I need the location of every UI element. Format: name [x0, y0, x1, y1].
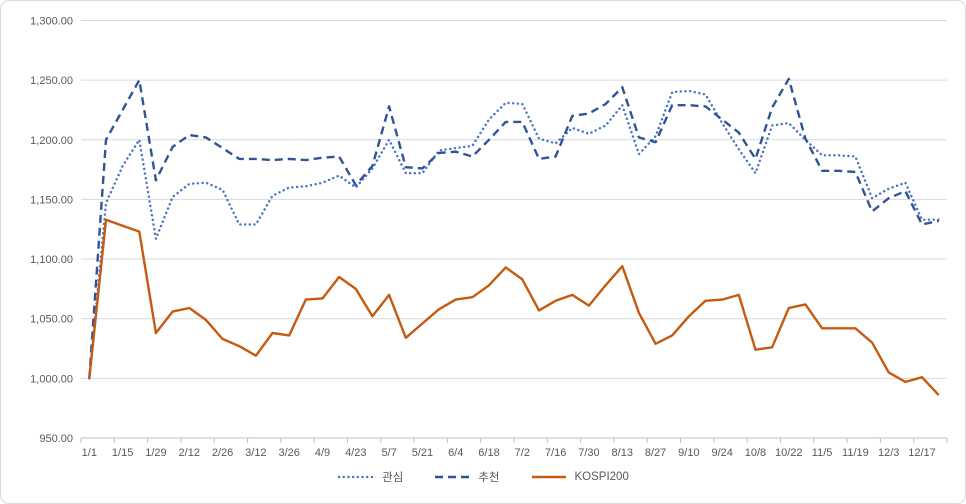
x-axis-label: 8/13 — [612, 447, 633, 459]
legend-label-kospi200: KOSPI200 — [574, 471, 629, 483]
x-axis-label: 12/17 — [908, 447, 936, 459]
legend-item-recommend: 추천 — [433, 469, 500, 485]
x-axis-label: 2/26 — [212, 447, 233, 459]
x-axis-label: 11/5 — [812, 447, 833, 459]
x-axis-label: 4/23 — [345, 447, 366, 459]
x-axis-label: 12/3 — [878, 447, 899, 459]
x-axis-label: 7/2 — [515, 447, 530, 459]
x-axis-label: 8/27 — [645, 447, 666, 459]
chart-legend: 관심 추천 KOSPI200 — [1, 469, 965, 485]
x-axis-label: 1/1 — [82, 447, 97, 459]
series-line-recommend — [88, 77, 939, 379]
x-axis-label: 10/22 — [775, 447, 803, 459]
x-axis-label: 3/26 — [278, 447, 299, 459]
x-axis-label: 9/24 — [711, 447, 732, 459]
x-axis-label: 7/30 — [578, 447, 599, 459]
x-axis-label: 4/9 — [315, 447, 330, 459]
x-axis-label: 6/4 — [448, 447, 463, 459]
y-axis-label: 1,150.00 — [30, 194, 73, 206]
x-axis-label: 1/15 — [112, 447, 133, 459]
legend-swatch-dashed-icon — [435, 475, 470, 479]
legend-item-interest: 관심 — [337, 469, 403, 485]
x-axis-label: 7/16 — [545, 447, 566, 459]
x-axis-label: 5/7 — [381, 447, 396, 459]
x-axis-label: 6/18 — [478, 447, 499, 459]
series-line-interest — [88, 89, 940, 380]
legend-item-kospi200: KOSPI200 — [530, 471, 629, 483]
x-axis-label: 9/10 — [678, 447, 699, 459]
y-axis-label: 1,300.00 — [30, 16, 73, 28]
y-axis-label: 950.00 — [39, 433, 73, 445]
x-axis-label: 10/8 — [745, 447, 766, 459]
y-axis-label: 1,000.00 — [30, 373, 73, 385]
x-axis-label: 11/19 — [842, 447, 869, 459]
y-axis-label: 1,250.00 — [30, 75, 73, 87]
x-axis-label: 2/12 — [179, 447, 200, 459]
legend-swatch-solid-icon — [531, 475, 566, 479]
y-axis-label: 1,200.00 — [30, 135, 73, 147]
legend-label-interest: 관심 — [382, 472, 404, 484]
y-axis-label: 1,050.00 — [30, 314, 73, 326]
legend-label-recommend: 추천 — [478, 472, 500, 484]
series-line-kospi200 — [88, 218, 940, 396]
x-axis-label: 3/12 — [245, 447, 266, 459]
legend-swatch-dotted-icon — [337, 475, 375, 479]
x-axis-label: 5/21 — [412, 447, 433, 459]
y-axis-label: 1,100.00 — [30, 254, 73, 266]
x-axis-label: 1/29 — [145, 447, 166, 459]
